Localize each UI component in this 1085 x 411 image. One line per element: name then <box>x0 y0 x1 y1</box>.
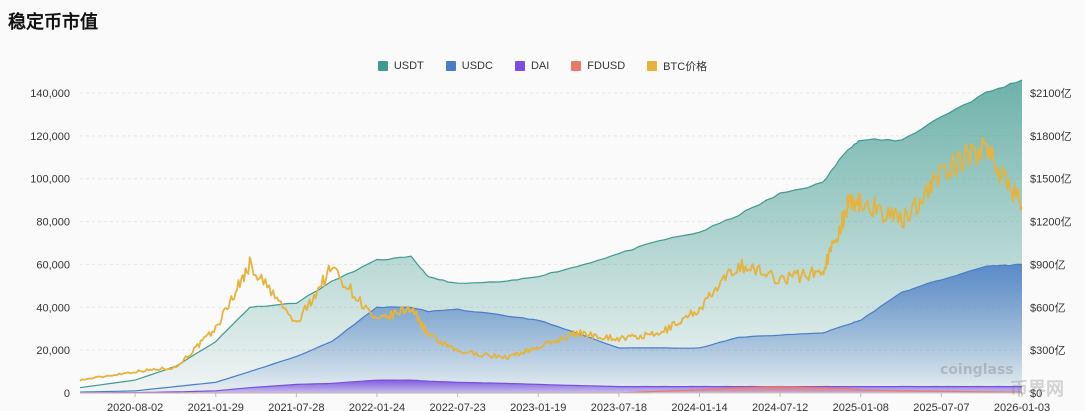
x-tick-label: 2022-07-23 <box>429 402 485 411</box>
y-left-tick-label: 100,000 <box>30 174 70 186</box>
legend-label-usdt: USDT <box>393 60 424 72</box>
axes: 0 $0 20,000 $300亿 40,000 $600亿 60,000 $900亿 80,0… <box>30 87 1071 411</box>
line-btc-price <box>79 136 1023 382</box>
legend-item-btc[interactable]: BTC价格 <box>647 58 707 74</box>
x-tick-label: 2023-07-18 <box>591 402 647 411</box>
area-usdc <box>80 264 1022 393</box>
y-left-tick-label: 40,000 <box>36 302 70 314</box>
y-right-tick-label: $1200亿 <box>1030 216 1072 229</box>
line-dai <box>79 379 1022 394</box>
line-usdt <box>79 79 1023 389</box>
legend-swatch-btc <box>647 61 658 71</box>
x-tick-label: 2024-01-14 <box>671 402 727 411</box>
y-right-tick-label: $0 <box>1030 388 1042 400</box>
y-left-tick-label: 0 <box>64 388 70 400</box>
line-usdc <box>79 263 1023 393</box>
x-tick-label: 2021-01-29 <box>188 402 244 411</box>
legend-swatch-usdc <box>445 61 456 71</box>
legend-item-usdc[interactable]: USDC <box>445 58 493 74</box>
x-tick-label: 2023-01-19 <box>510 402 566 411</box>
x-tick-label: 2020-08-02 <box>107 402 163 411</box>
y-right-tick-label: $1500亿 <box>1030 173 1072 186</box>
area-usdt <box>80 80 1022 393</box>
legend-label-btc: BTC价格 <box>663 61 708 73</box>
series-areas <box>80 80 1022 393</box>
y-right-tick-label: $1800亿 <box>1030 130 1072 143</box>
watermark-cn: 币界网 <box>1010 379 1064 400</box>
y-left-tick-label: 20,000 <box>36 345 70 357</box>
x-tick-label: 2021-07-28 <box>268 402 324 411</box>
legend-item-usdt[interactable]: USDT <box>377 58 424 74</box>
x-tick-label: 2026-01-03 <box>994 402 1050 411</box>
chart-legend: USDT USDC DAI FDUSD BTC价格 <box>0 58 1085 74</box>
y-right-tick-label: $300亿 <box>1030 344 1065 357</box>
x-tick-label: 2025-01-08 <box>833 402 889 411</box>
legend-swatch-fdusd <box>571 61 582 71</box>
watermark-coinglass: coinglass <box>940 362 1014 378</box>
y-left-tick-label: 60,000 <box>36 259 70 271</box>
x-tick-label: 2025-07-07 <box>913 402 969 411</box>
legend-label-dai: DAI <box>530 60 550 72</box>
x-tick-label: 2022-01-24 <box>349 402 405 411</box>
legend-item-dai[interactable]: DAI <box>514 58 550 74</box>
y-left-tick-label: 140,000 <box>30 88 70 100</box>
y-right-tick-label: $900亿 <box>1030 258 1065 271</box>
legend-swatch-dai <box>514 61 525 71</box>
y-left-tick-label: 80,000 <box>36 217 70 229</box>
area-fdusd <box>80 386 1022 393</box>
legend-label-usdc: USDC <box>461 60 493 72</box>
page-title: 稳定币市值 <box>8 12 98 33</box>
legend-item-fdusd[interactable]: FDUSD <box>571 58 625 74</box>
legend-label-fdusd: FDUSD <box>587 60 626 72</box>
y-right-tick-label: $600亿 <box>1030 301 1065 314</box>
y-right-tick-label: $2100亿 <box>1030 87 1072 100</box>
x-tick-label: 2024-07-12 <box>752 402 808 411</box>
y-left-tick-label: 120,000 <box>30 131 70 143</box>
legend-swatch-usdt <box>377 61 388 71</box>
series-lines <box>79 79 1023 394</box>
